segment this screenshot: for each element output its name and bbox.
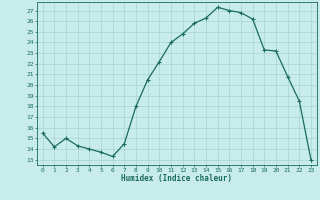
X-axis label: Humidex (Indice chaleur): Humidex (Indice chaleur): [121, 174, 232, 183]
